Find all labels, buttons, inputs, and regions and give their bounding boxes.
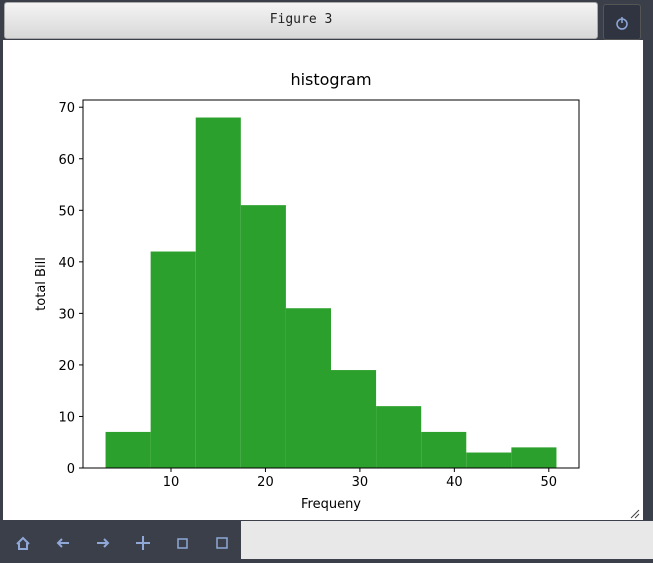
power-icon: [616, 17, 628, 30]
close-button[interactable]: [603, 4, 641, 40]
bar: [331, 370, 377, 468]
bar: [195, 117, 241, 469]
x-tick-label: 20: [257, 475, 274, 490]
y-tick-label: 20: [58, 359, 75, 374]
figure-canvas: histogram Frequeny total Bill 10 20 30 40 50…: [3, 40, 643, 520]
y-tick-label: 10: [58, 410, 75, 425]
y-tick-label: 70: [58, 101, 75, 116]
resize-grip[interactable]: [630, 509, 640, 519]
pan-button[interactable]: [136, 536, 150, 550]
window-title: Figure 3: [4, 2, 598, 39]
forward-button[interactable]: [97, 538, 110, 548]
home-button[interactable]: [16, 536, 30, 550]
x-tick-label: 50: [541, 475, 558, 490]
toolbar-icons: [16, 536, 228, 550]
status-area: [241, 521, 653, 559]
chart-title: histogram: [290, 70, 371, 89]
save-button[interactable]: [216, 537, 228, 549]
chart: histogram Frequeny total Bill 10 20 30 40 50…: [34, 70, 640, 519]
y-tick-label: 60: [58, 153, 75, 168]
bar: [376, 406, 422, 468]
bar: [105, 431, 151, 468]
x-tick-label: 40: [446, 475, 463, 490]
bar: [285, 308, 331, 468]
y-axis-label: total Bill: [34, 257, 49, 311]
y-tick-label: 30: [58, 307, 75, 322]
toolbar: [0, 521, 241, 559]
bar: [466, 452, 512, 468]
y-tick-label: 50: [58, 204, 75, 219]
back-button[interactable]: [56, 538, 69, 548]
x-tick-label: 30: [352, 475, 369, 490]
zoom-button[interactable]: [177, 538, 188, 549]
x-axis-label: Frequeny: [301, 497, 361, 512]
x-tick-label: 10: [163, 475, 180, 490]
bar: [240, 205, 286, 468]
bar: [150, 251, 196, 468]
plot-frame: [82, 99, 580, 469]
bar: [511, 447, 557, 468]
bar: [421, 431, 467, 468]
y-tick-label: 40: [58, 256, 75, 271]
y-tick-label: 0: [67, 462, 75, 477]
